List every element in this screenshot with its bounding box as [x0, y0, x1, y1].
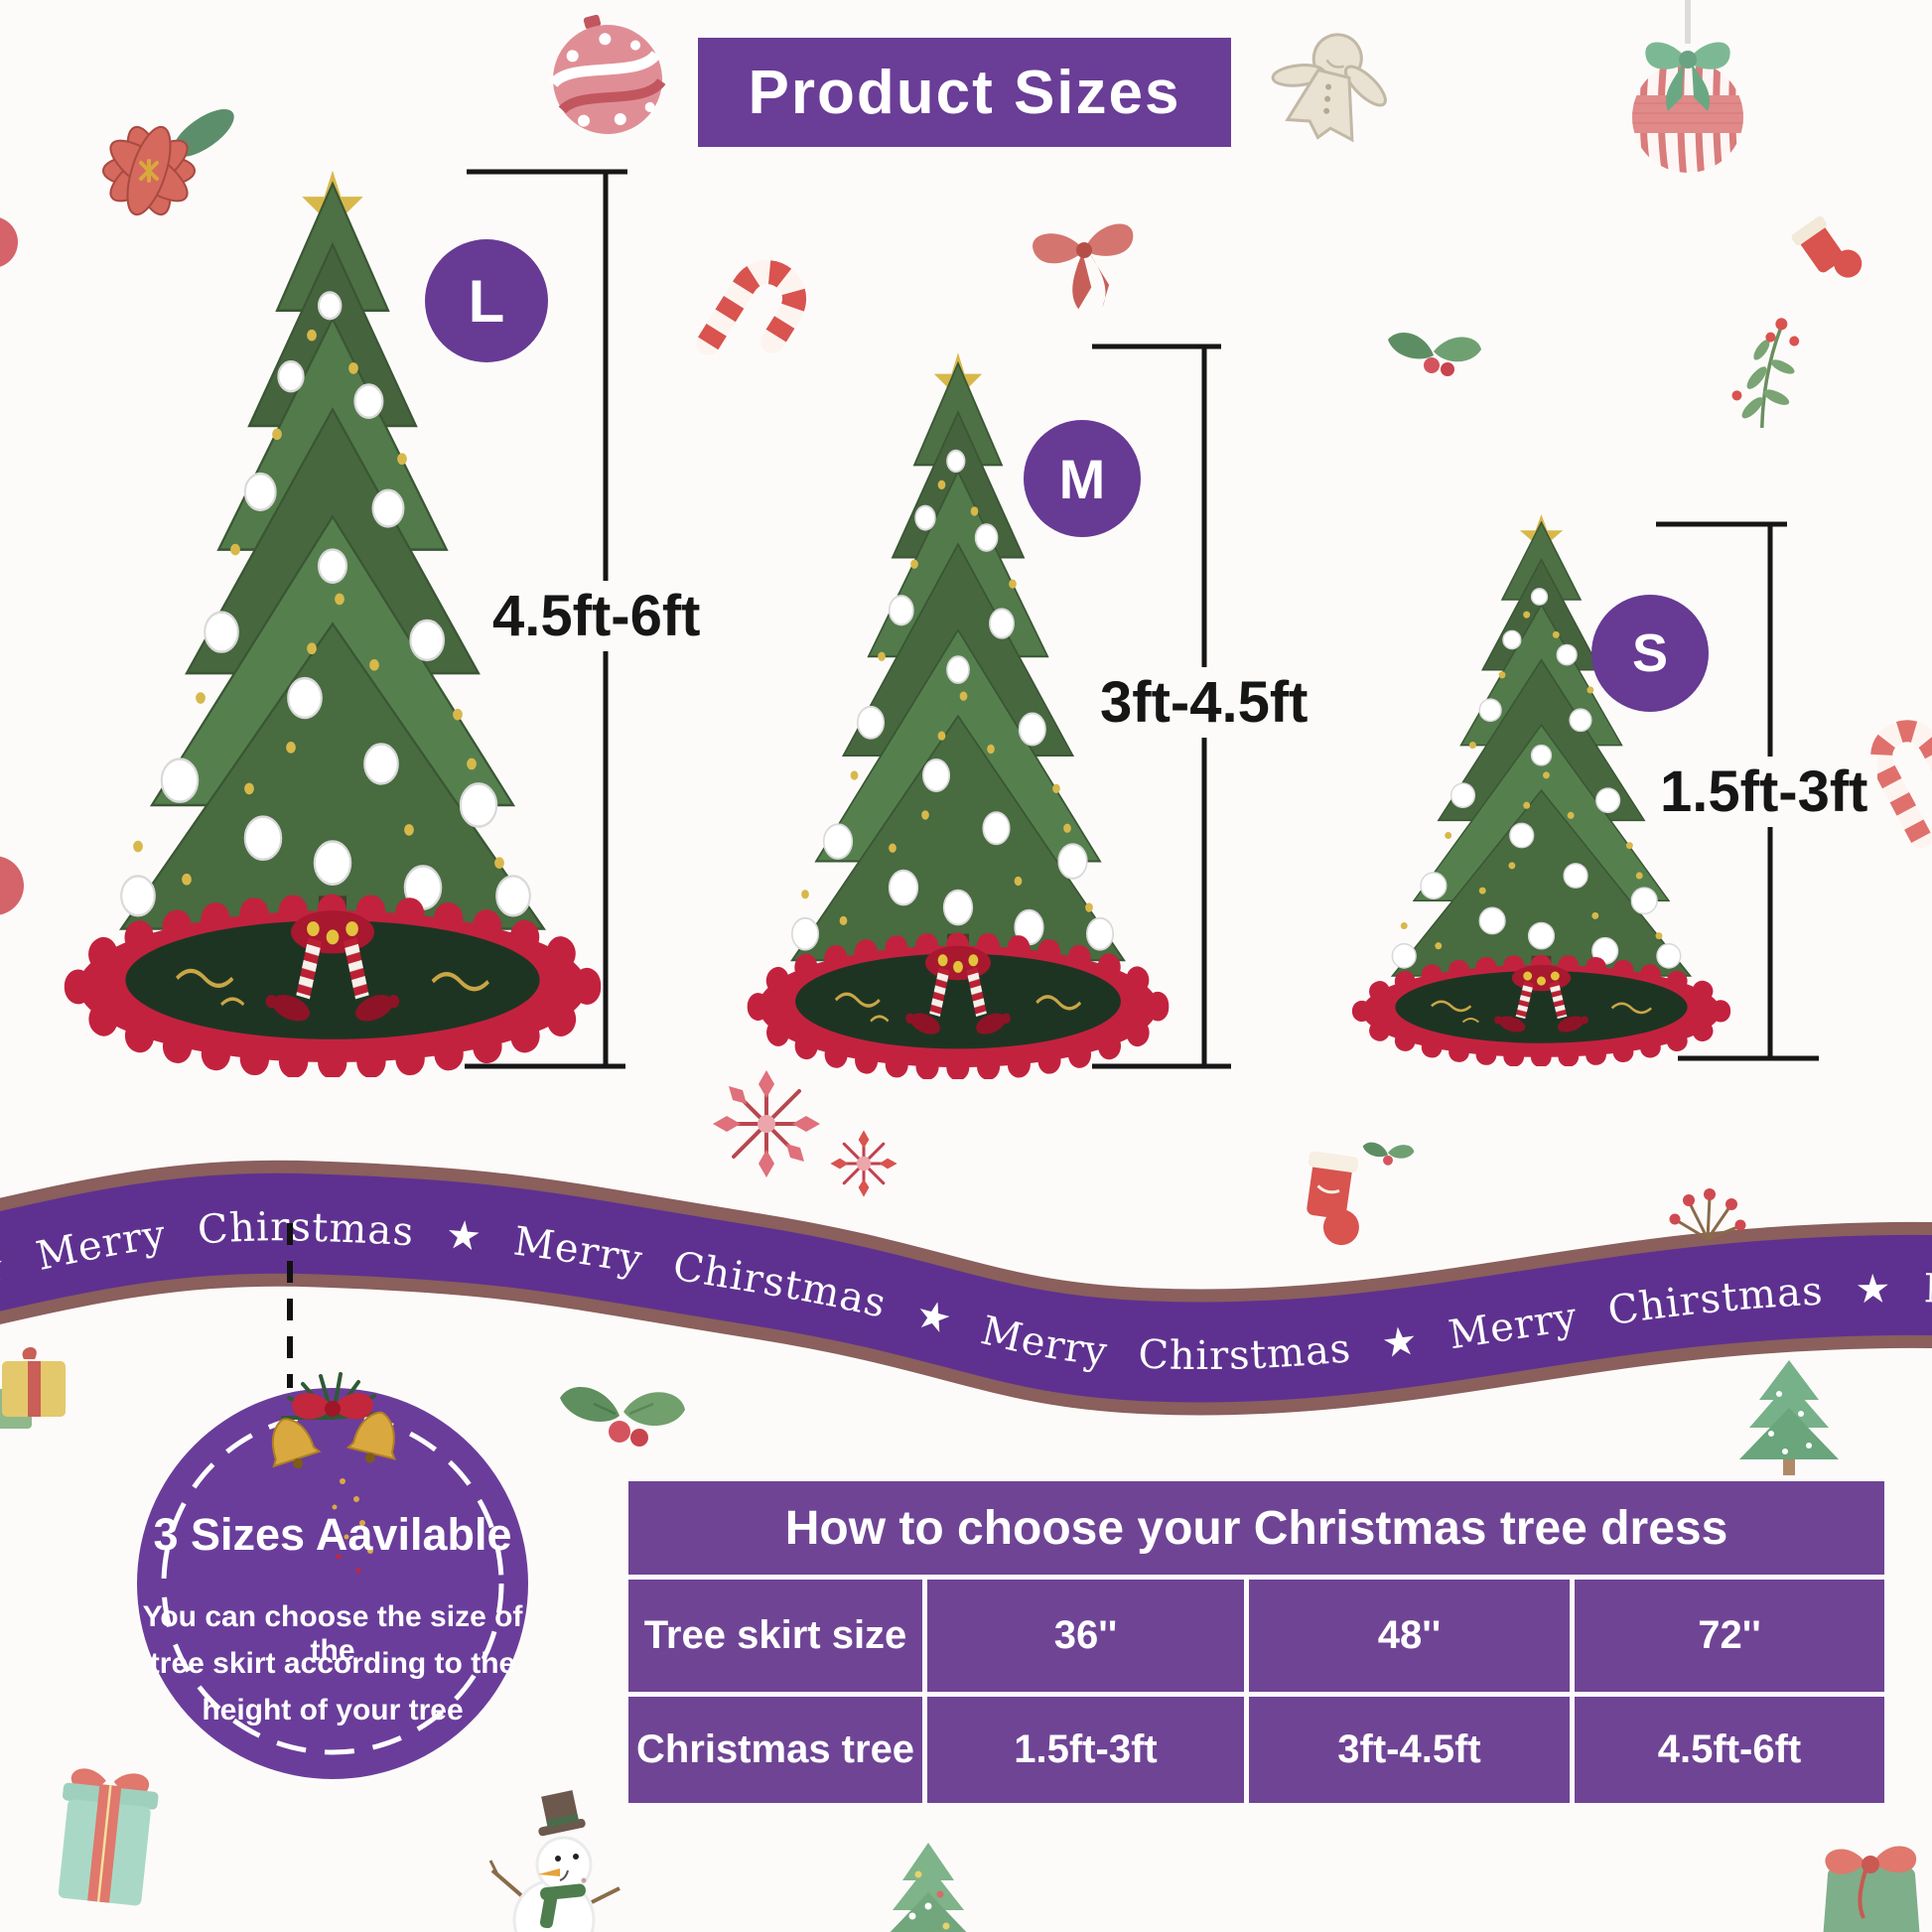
red-bow-icon — [1033, 223, 1134, 310]
snowflake-icon — [713, 1070, 820, 1177]
size-badge-medium: M — [1024, 420, 1141, 537]
height-range-large: 4.5ft-6ft — [483, 581, 711, 651]
hanging-ornament-icon — [1632, 0, 1743, 173]
candy-cane-right-icon — [1870, 720, 1932, 849]
gift-bag-corner-icon — [1823, 1846, 1920, 1932]
edge-ornament-left-top-icon — [0, 217, 18, 267]
small-tree-icon — [890, 1843, 967, 1932]
height-range-small: 1.5ft-3ft — [1650, 757, 1878, 827]
size-badge-small: S — [1591, 595, 1709, 712]
gingerbread-man-icon — [1271, 33, 1387, 143]
holly-big-icon — [560, 1386, 685, 1447]
page-title-banner: Product Sizes — [698, 38, 1231, 147]
height-range-medium: 3ft-4.5ft — [1090, 667, 1318, 738]
size-badge-large-letter: L — [468, 267, 505, 335]
table-cell-tree-l: 4.5ft-6ft — [1575, 1697, 1884, 1803]
table-cell-tree-s: 1.5ft-3ft — [927, 1697, 1244, 1803]
table-cell-48: 48'' — [1249, 1580, 1570, 1692]
size-badge-medium-letter: M — [1058, 447, 1106, 510]
size-badge-small-letter: S — [1631, 623, 1669, 683]
stocking-icon — [1307, 1151, 1359, 1246]
info-circle-line1: You can choose the size of the — [142, 1600, 523, 1667]
size-table-title: How to choose your Christmas tree dress — [628, 1481, 1884, 1575]
page-title: Product Sizes — [748, 58, 1181, 127]
red-berries-icon — [1669, 1188, 1746, 1241]
table-cell-36: 36'' — [927, 1580, 1244, 1692]
stocking-small-icon — [1791, 215, 1863, 278]
berry-sprig-icon — [1731, 318, 1800, 428]
snowman-icon — [488, 1790, 621, 1932]
polka-ornament-icon — [548, 14, 666, 134]
snowflake-small-icon — [830, 1130, 897, 1197]
table-cell-tree-m: 3ft-4.5ft — [1249, 1697, 1570, 1803]
size-badge-large: L — [425, 239, 548, 362]
edge-ornament-left-icon — [0, 856, 24, 915]
christmas-tree-icon — [1739, 1360, 1839, 1475]
table-row-header: Tree skirt size — [628, 1580, 922, 1692]
size-table: How to choose your Christmas tree dress … — [628, 1481, 1886, 1803]
holly-tiny-icon — [1362, 1142, 1415, 1166]
gift-box-teal-icon — [58, 1768, 159, 1906]
info-circle-line2: tree skirt according to the — [149, 1647, 516, 1680]
info-circle-line3: height of your tree — [202, 1694, 464, 1726]
info-circle-heading: 3 Sizes Aavilable — [153, 1509, 512, 1560]
table-row-header: Christmas tree — [628, 1697, 922, 1803]
holly-icon — [1388, 333, 1481, 376]
table-cell-72: 72'' — [1575, 1580, 1884, 1692]
gift-boxes-left-icon — [0, 1346, 66, 1429]
